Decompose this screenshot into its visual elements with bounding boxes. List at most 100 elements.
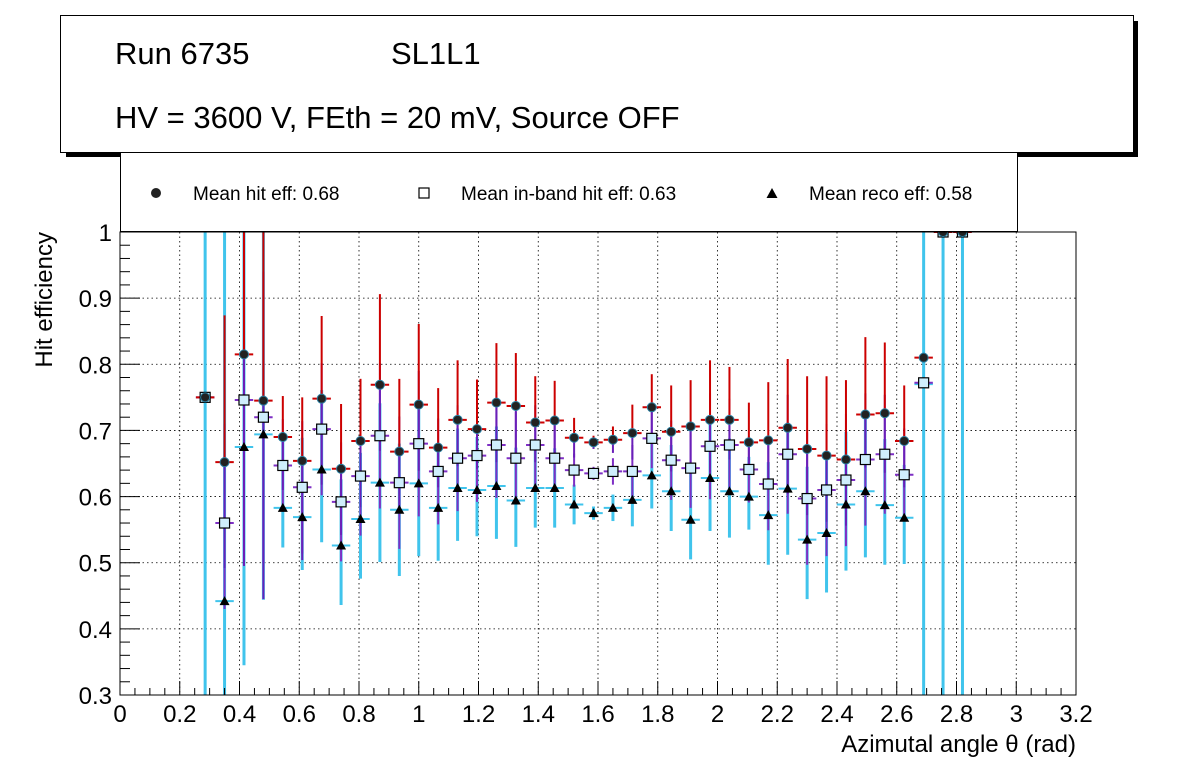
legend: Mean hit eff: 0.68 Mean in-band hit eff:… bbox=[120, 152, 1018, 232]
inband-point bbox=[374, 430, 386, 442]
inband-point bbox=[879, 448, 891, 460]
reco-point bbox=[840, 499, 851, 509]
inband-point bbox=[607, 465, 619, 478]
reco-point bbox=[336, 540, 347, 550]
inband-point bbox=[335, 496, 347, 508]
inband-point bbox=[238, 394, 250, 406]
hit-point bbox=[336, 463, 347, 474]
reco-point bbox=[316, 464, 327, 474]
hit-point bbox=[666, 426, 677, 437]
hit-point bbox=[413, 399, 424, 410]
reco-point bbox=[821, 527, 832, 537]
hit-point bbox=[802, 443, 813, 454]
x-tick-label: 0.4 bbox=[223, 701, 256, 728]
y-tick-label: 0.8 bbox=[79, 352, 112, 379]
x-tick-label: 2.8 bbox=[940, 701, 973, 728]
inband-point bbox=[646, 432, 658, 444]
reco-point bbox=[569, 499, 580, 509]
legend-inband-label: Mean in-band hit eff: 0.63 bbox=[461, 184, 677, 205]
reco-point bbox=[355, 514, 366, 524]
y-tick-label: 0.6 bbox=[79, 485, 112, 512]
hit-point bbox=[763, 435, 774, 446]
info-line-run: Run 6735 SL1L1 bbox=[115, 36, 481, 180]
info-box: Run 6735 SL1L1 HV = 3600 V, FEth = 20 mV… bbox=[60, 15, 1134, 153]
hit-point bbox=[607, 434, 618, 445]
hit-point bbox=[705, 414, 716, 425]
reco-point bbox=[374, 477, 385, 487]
inband-point bbox=[393, 477, 405, 489]
x-tick-label: 3.2 bbox=[1059, 701, 1092, 728]
x-tick-label: 0.8 bbox=[342, 701, 375, 728]
reco-point bbox=[646, 470, 657, 480]
hit-point bbox=[277, 432, 288, 443]
y-tick-label: 0.4 bbox=[79, 617, 112, 644]
reco-point bbox=[743, 491, 754, 501]
hit-point bbox=[918, 352, 929, 363]
reco-point bbox=[724, 486, 735, 496]
x-tick-label: 2.4 bbox=[820, 701, 853, 728]
x-tick-label: 0 bbox=[113, 701, 126, 728]
legend-hit-marker bbox=[151, 188, 161, 198]
hit-point bbox=[530, 417, 541, 428]
reco-point bbox=[277, 502, 288, 512]
inband-point bbox=[820, 484, 833, 496]
inband-point bbox=[801, 492, 813, 505]
hit-point bbox=[569, 432, 580, 443]
hit-point bbox=[627, 428, 638, 439]
x-tick-label: 0.2 bbox=[163, 701, 196, 728]
inband-point bbox=[665, 454, 677, 466]
inband-point bbox=[218, 517, 231, 529]
hit-point bbox=[879, 408, 890, 419]
x-tick-label: 0.6 bbox=[283, 701, 316, 728]
reco-point bbox=[588, 508, 599, 518]
hit-point bbox=[782, 422, 793, 433]
hit-point bbox=[821, 450, 832, 461]
hit-point bbox=[316, 393, 327, 404]
hit-point bbox=[899, 436, 910, 447]
reco-point bbox=[549, 482, 560, 492]
legend-reco-marker bbox=[766, 188, 778, 198]
x-tick-label: 1.8 bbox=[641, 701, 674, 728]
inband-point bbox=[451, 452, 464, 464]
x-tick-label: 1.4 bbox=[522, 701, 555, 728]
reco-point bbox=[763, 510, 774, 520]
hit-point bbox=[724, 414, 735, 425]
reco-point bbox=[530, 482, 541, 492]
hit-point bbox=[219, 457, 230, 468]
hit-point bbox=[840, 454, 851, 465]
reco-point bbox=[452, 482, 463, 492]
reco-point bbox=[472, 484, 483, 494]
reco-point bbox=[297, 512, 308, 522]
reco-point bbox=[666, 486, 677, 496]
conditions-label: HV = 3600 V, FEth = 20 mV, Source OFF bbox=[115, 100, 680, 135]
inband-point bbox=[898, 469, 910, 481]
layer-label: SL1L1 bbox=[391, 36, 481, 71]
x-tick-label: 2 bbox=[711, 701, 724, 728]
reco-point bbox=[238, 441, 249, 451]
inband-point bbox=[568, 464, 580, 476]
inband-point bbox=[782, 448, 794, 460]
hit-point bbox=[743, 437, 754, 448]
inband-point bbox=[257, 411, 269, 423]
x-tick-label: 1.2 bbox=[462, 701, 495, 728]
inband-point bbox=[743, 463, 755, 476]
inband-point bbox=[296, 481, 308, 493]
legend-hit-label: Mean hit eff: 0.68 bbox=[193, 184, 340, 205]
hit-point bbox=[394, 446, 405, 457]
reco-point bbox=[510, 495, 521, 505]
inband-point bbox=[432, 465, 444, 478]
inband-point bbox=[490, 439, 503, 451]
reco-point bbox=[394, 504, 405, 514]
x-axis-label: Azimutal angle θ (rad) bbox=[841, 731, 1076, 758]
hit-point bbox=[510, 400, 521, 411]
x-tick-label: 1.6 bbox=[581, 701, 614, 728]
error-bars-layer bbox=[195, 231, 972, 695]
inband-point bbox=[685, 462, 697, 474]
inband-point bbox=[549, 452, 561, 464]
inband-point bbox=[277, 459, 289, 472]
reco-point bbox=[627, 494, 638, 504]
grid-layer bbox=[120, 232, 1076, 695]
x-tick-label: 3 bbox=[1010, 701, 1023, 728]
